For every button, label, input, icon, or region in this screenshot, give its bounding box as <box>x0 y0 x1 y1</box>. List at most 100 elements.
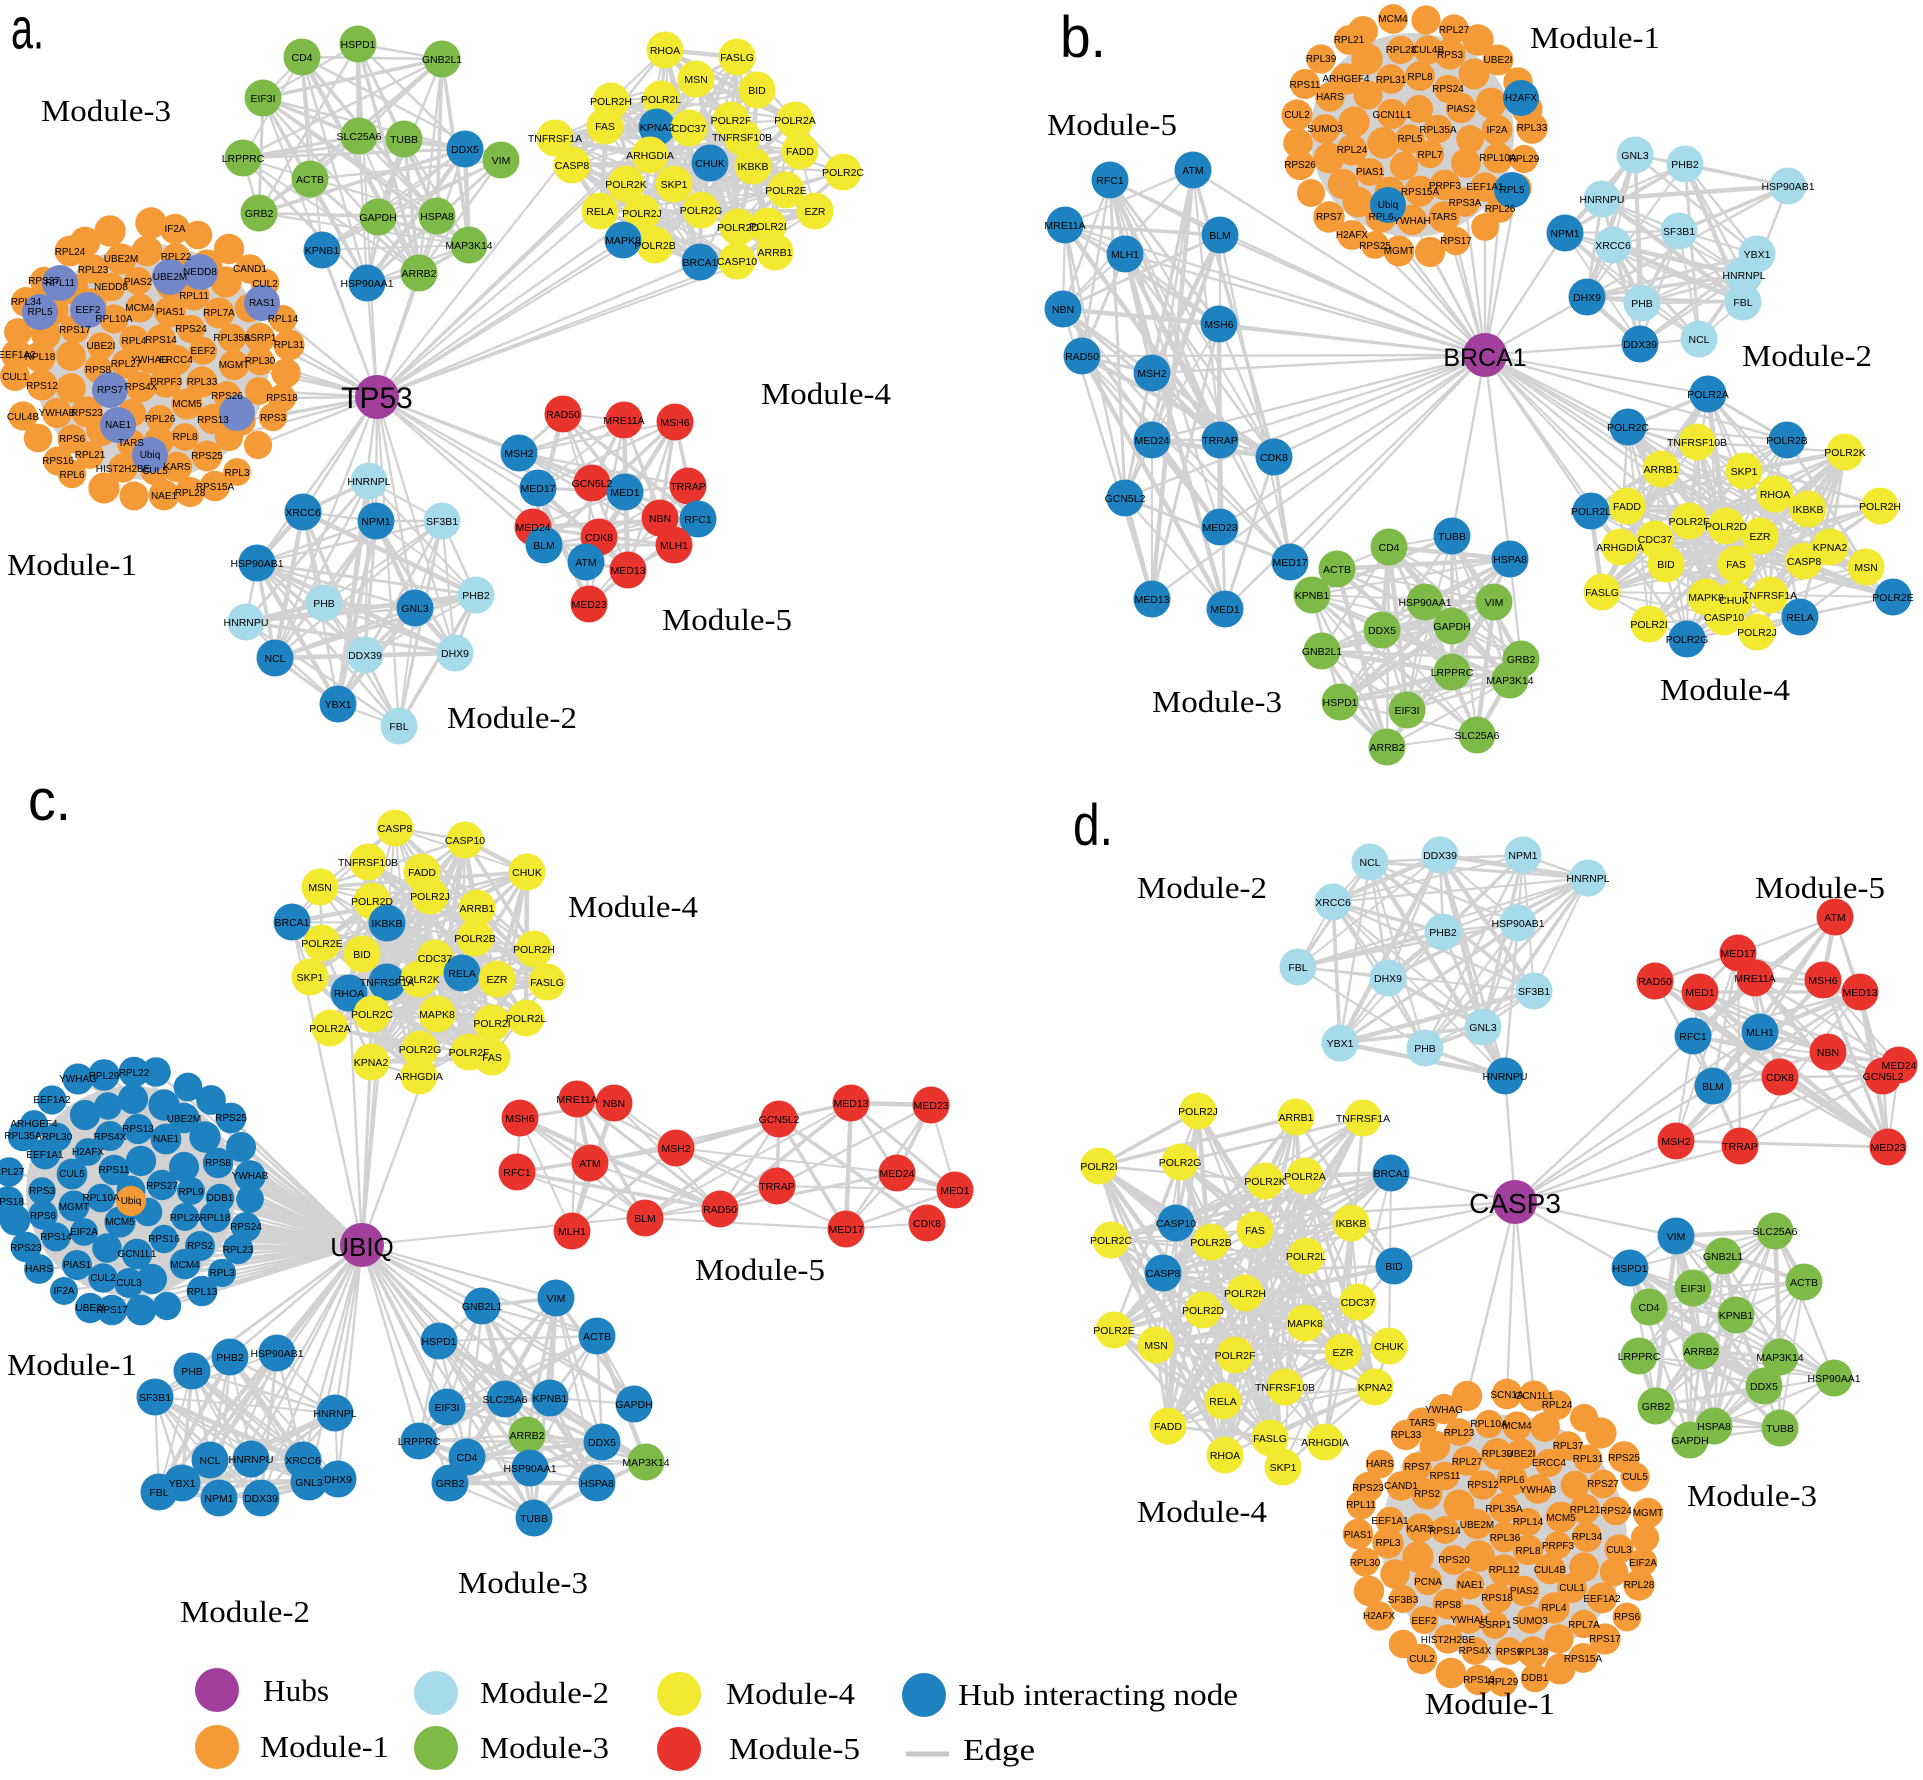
svg-text:SCN1A: SCN1A <box>1490 1390 1524 1401</box>
svg-text:MLH1: MLH1 <box>660 540 688 552</box>
svg-text:Module-1: Module-1 <box>7 547 137 582</box>
svg-text:RFC1: RFC1 <box>503 1167 531 1179</box>
svg-text:RPL36: RPL36 <box>1490 1533 1521 1544</box>
svg-text:DHX9: DHX9 <box>324 1474 352 1486</box>
svg-text:RPL13: RPL13 <box>187 1287 218 1298</box>
svg-text:Module-4: Module-4 <box>568 889 699 924</box>
svg-text:BID: BID <box>1657 559 1675 571</box>
svg-text:POLR2B: POLR2B <box>454 933 495 945</box>
svg-text:RPS6: RPS6 <box>1614 1612 1641 1623</box>
svg-text:RFC1: RFC1 <box>684 514 712 526</box>
svg-text:RPS24: RPS24 <box>1600 1506 1632 1517</box>
svg-text:TNFRSF1A: TNFRSF1A <box>1336 1113 1390 1125</box>
svg-text:CUL4B: CUL4B <box>1534 1565 1567 1576</box>
svg-text:EIF3I: EIF3I <box>1394 705 1419 717</box>
svg-text:PIAS1: PIAS1 <box>1344 1530 1373 1541</box>
svg-text:CDC37: CDC37 <box>672 123 707 135</box>
svg-text:MCM4: MCM4 <box>1378 14 1408 25</box>
svg-text:YBX1: YBX1 <box>1744 249 1771 261</box>
svg-text:NEDD8: NEDD8 <box>94 282 128 293</box>
svg-text:YWHAG: YWHAG <box>1425 1405 1463 1416</box>
svg-text:MED23: MED23 <box>913 1100 948 1112</box>
svg-text:RPS3: RPS3 <box>29 1186 56 1197</box>
svg-text:RPS27: RPS27 <box>146 1181 178 1192</box>
svg-text:MED1: MED1 <box>1210 604 1239 616</box>
svg-text:POLR2A: POLR2A <box>774 115 815 127</box>
svg-text:CASP10: CASP10 <box>1704 612 1744 624</box>
svg-text:FASLG: FASLG <box>720 52 754 64</box>
svg-text:UBE2M: UBE2M <box>1460 1520 1494 1531</box>
svg-text:BRCA1: BRCA1 <box>682 257 717 269</box>
svg-text:IF2A: IF2A <box>164 224 185 235</box>
svg-text:ARHGEF4: ARHGEF4 <box>10 1119 58 1130</box>
svg-text:RPS25: RPS25 <box>1608 1453 1640 1464</box>
svg-text:RPL10A: RPL10A <box>1479 153 1517 164</box>
svg-text:MLH1: MLH1 <box>1111 249 1139 261</box>
svg-text:RPS11: RPS11 <box>1430 1471 1461 1482</box>
svg-text:FBL: FBL <box>389 721 408 733</box>
svg-text:TUBB: TUBB <box>1766 1423 1794 1435</box>
svg-text:MRE11A: MRE11A <box>556 1094 597 1106</box>
svg-text:Module-5: Module-5 <box>729 1731 860 1766</box>
svg-text:HIST2H2BE: HIST2H2BE <box>96 464 151 475</box>
svg-text:H2AFX: H2AFX <box>1505 93 1538 104</box>
svg-text:NBN: NBN <box>1817 1047 1839 1059</box>
svg-text:IF2A: IF2A <box>53 1286 74 1297</box>
svg-text:a.: a. <box>11 0 44 62</box>
svg-text:CASP10: CASP10 <box>445 835 485 847</box>
svg-text:RPS25: RPS25 <box>1359 241 1391 252</box>
svg-text:ATM: ATM <box>1824 912 1845 924</box>
svg-text:RPS6: RPS6 <box>30 1211 57 1222</box>
svg-text:CUL2: CUL2 <box>90 1273 116 1284</box>
svg-text:RPL10A: RPL10A <box>95 314 133 325</box>
svg-text:ARRB2: ARRB2 <box>1683 1346 1718 1358</box>
svg-text:EIF2A: EIF2A <box>70 1227 98 1238</box>
svg-text:RPS18: RPS18 <box>266 393 298 404</box>
svg-text:MGMT: MGMT <box>59 1202 90 1213</box>
svg-text:SF3B1: SF3B1 <box>1663 226 1695 238</box>
svg-text:NBN: NBN <box>649 513 671 525</box>
svg-text:HIST2H2BE: HIST2H2BE <box>1421 1635 1476 1646</box>
svg-text:EZR: EZR <box>1750 531 1771 543</box>
svg-text:Module-2: Module-2 <box>447 700 577 735</box>
svg-text:Ubiq: Ubiq <box>1378 200 1399 211</box>
svg-text:POLR2H: POLR2H <box>1224 1288 1266 1300</box>
svg-text:POLR2B: POLR2B <box>1766 435 1807 447</box>
svg-text:ATM: ATM <box>575 557 596 569</box>
svg-text:XRCC6: XRCC6 <box>285 507 321 519</box>
svg-text:Module-1: Module-1 <box>7 1347 137 1382</box>
svg-text:ATM: ATM <box>579 1158 600 1170</box>
svg-text:HSPD1: HSPD1 <box>340 39 375 51</box>
svg-text:RPL4: RPL4 <box>1541 1603 1566 1614</box>
svg-text:RPL34: RPL34 <box>1572 1532 1603 1543</box>
svg-text:YWHAH: YWHAH <box>1393 216 1430 227</box>
svg-text:NBN: NBN <box>603 1098 625 1110</box>
svg-text:RPL29: RPL29 <box>1509 154 1540 165</box>
svg-text:RPS14: RPS14 <box>145 335 177 346</box>
svg-text:HNRNPL: HNRNPL <box>313 1408 356 1420</box>
svg-text:RPL23: RPL23 <box>78 265 109 276</box>
svg-text:RPS4X: RPS4X <box>94 1132 127 1143</box>
svg-text:RPS8: RPS8 <box>85 365 112 376</box>
svg-text:HSP90AB1: HSP90AB1 <box>230 558 283 570</box>
svg-text:TNFRSF1A: TNFRSF1A <box>528 133 582 145</box>
svg-text:RPL24: RPL24 <box>55 247 86 258</box>
svg-text:RELA: RELA <box>1786 612 1813 624</box>
svg-text:RPS24: RPS24 <box>175 324 207 335</box>
svg-text:GRB2: GRB2 <box>1642 1401 1671 1413</box>
svg-text:SLC25A6: SLC25A6 <box>1455 730 1500 742</box>
svg-text:RPS14: RPS14 <box>1429 1526 1461 1537</box>
svg-text:Module-1: Module-1 <box>1530 20 1660 55</box>
svg-text:KPNB1: KPNB1 <box>533 1393 568 1405</box>
svg-text:RPS25: RPS25 <box>191 451 223 462</box>
svg-text:POLR2L: POLR2L <box>641 94 681 106</box>
svg-text:MED1: MED1 <box>940 1185 969 1197</box>
svg-text:RFC1: RFC1 <box>1679 1031 1707 1043</box>
svg-text:KPNA2: KPNA2 <box>640 122 675 134</box>
svg-text:SKP1: SKP1 <box>1270 1462 1297 1474</box>
svg-text:HSP90AB1: HSP90AB1 <box>1491 918 1544 930</box>
svg-text:H2AFX: H2AFX <box>1363 1611 1396 1622</box>
svg-text:RPS17: RPS17 <box>1589 1634 1621 1645</box>
svg-text:HSP90AA1: HSP90AA1 <box>1807 1373 1860 1385</box>
svg-text:RPS3A: RPS3A <box>1449 198 1482 209</box>
